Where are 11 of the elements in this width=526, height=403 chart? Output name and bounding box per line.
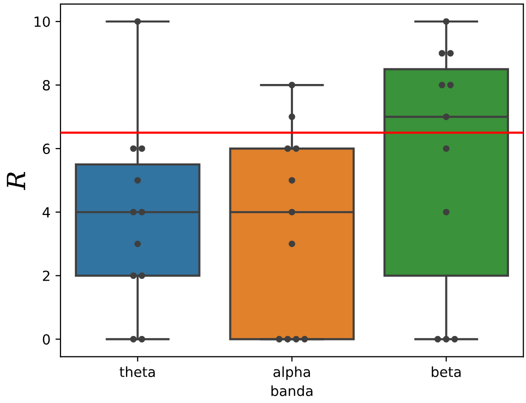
x-tick-label: alpha bbox=[274, 366, 310, 380]
y-tick-label: 10 bbox=[34, 16, 50, 27]
x-tick-label: theta bbox=[120, 366, 155, 378]
y-tick-label: 0 bbox=[42, 334, 50, 345]
y-tick-label: 2 bbox=[42, 270, 50, 281]
y-tick-label: 4 bbox=[42, 207, 50, 218]
y-tick-label: 6 bbox=[42, 144, 50, 154]
y-axis-title: R bbox=[6, 172, 26, 190]
y-tick-label: 8 bbox=[42, 80, 50, 91]
x-axis-title: banda bbox=[271, 385, 312, 396]
x-tick-label: beta bbox=[432, 366, 461, 378]
